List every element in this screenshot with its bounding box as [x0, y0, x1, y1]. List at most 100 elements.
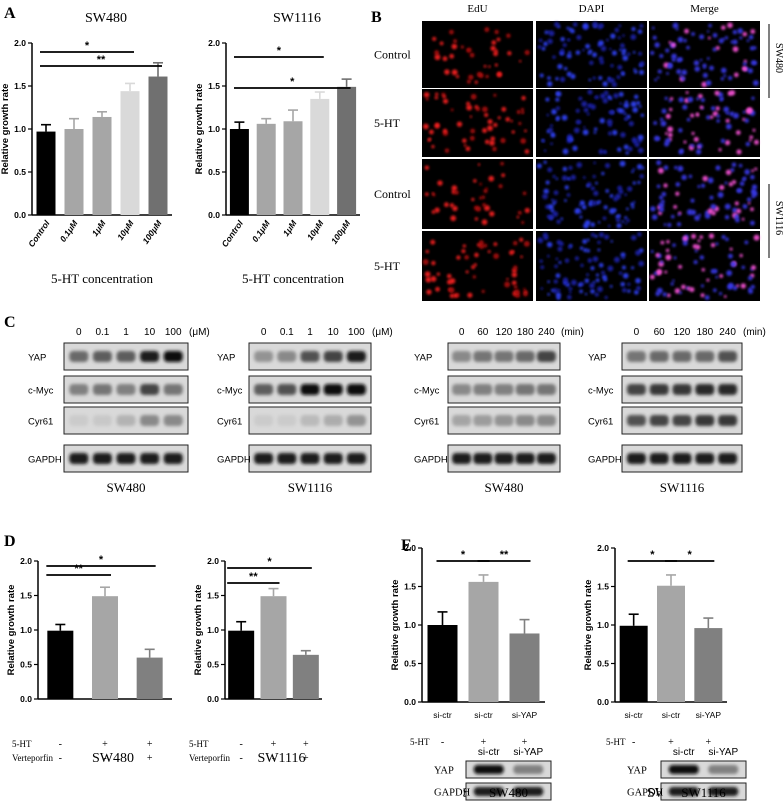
lane-unit: (μM) [189, 327, 210, 338]
cell-spot [473, 179, 477, 183]
band [254, 415, 274, 426]
band [452, 384, 472, 395]
cell-spot [681, 69, 688, 76]
cell-spot [452, 205, 458, 212]
cell-spot [556, 239, 562, 245]
cell-spot [564, 199, 567, 202]
cell-spot [699, 255, 705, 260]
band [473, 453, 493, 464]
cell-spot [586, 273, 590, 277]
microscopy-image [422, 89, 533, 157]
band-label: YAP [627, 766, 647, 777]
cell-spot [547, 167, 553, 173]
band-label: Cyr61 [414, 417, 439, 428]
cell-spot [670, 42, 676, 48]
cell-spot [425, 249, 430, 254]
cell-spot [751, 184, 758, 190]
cell-spot [616, 223, 622, 229]
cell-spot [609, 47, 612, 51]
cell-spot [449, 29, 454, 35]
cell-spot [562, 148, 569, 155]
cell-spot [624, 216, 628, 220]
cell-spot [548, 30, 555, 37]
y-tick-label: 1.0 [14, 124, 26, 134]
cell-spot [673, 256, 677, 260]
cell-spot [727, 22, 733, 29]
cell-spot [602, 97, 609, 104]
cell-spot [609, 97, 613, 101]
cell-spot [546, 113, 550, 117]
cell-spot [490, 45, 496, 51]
cell-spot [520, 107, 525, 112]
cell-spot [514, 289, 520, 296]
x-tick-label: 100μM [329, 218, 353, 246]
panel-letter-a: A [4, 5, 16, 22]
cell-spot [552, 55, 556, 59]
cell-spot [634, 289, 639, 295]
cell-spot [462, 138, 467, 143]
cell-spot [566, 193, 571, 197]
cell-spot [593, 161, 596, 165]
cell-spot [748, 34, 754, 40]
cell-spot [491, 40, 497, 45]
cell-spot [750, 174, 755, 180]
cell-spot [697, 93, 703, 99]
bar [92, 596, 118, 699]
cell-spot [435, 92, 439, 96]
cell-spot [605, 189, 610, 193]
cell-spot [466, 49, 470, 52]
cell-spot [649, 274, 655, 280]
cell-spot [750, 284, 755, 289]
cell-spot [592, 52, 597, 58]
band [69, 415, 89, 426]
treatment-label: 5-HT [606, 737, 626, 747]
cell-spot [474, 80, 478, 84]
cell-spot [579, 246, 584, 250]
cell-spot [733, 72, 739, 78]
cell-spot [590, 186, 595, 191]
microscopy-column-label: EdU [467, 3, 487, 15]
lane-unit: (min) [743, 327, 766, 338]
cell-spot [552, 201, 556, 206]
cell-spot [695, 244, 701, 250]
cell-spot [424, 271, 431, 278]
band [695, 415, 715, 426]
cell-spot [511, 280, 517, 286]
cell-spot [590, 232, 595, 237]
cell-spot [524, 149, 530, 154]
band [140, 384, 160, 395]
lane-label: 0.1 [95, 327, 109, 338]
cell-spot [519, 237, 524, 242]
band [536, 351, 556, 362]
significance-label: * [85, 40, 90, 52]
cell-spot [682, 240, 688, 246]
cell-spot [568, 138, 572, 142]
cell-spot [709, 115, 714, 119]
significance-label: * [290, 76, 295, 88]
chart-a-sw480: 0.0 0.5 1.0 1.5 2.0 Relative growth rate Contr… [0, 11, 172, 286]
cell-spot [728, 75, 733, 81]
band [116, 415, 136, 426]
cell-spot [589, 282, 595, 289]
cell-spot [547, 293, 550, 296]
cell-spot [582, 48, 585, 52]
cell-spot [582, 22, 589, 29]
treatment-mark: + [102, 739, 108, 750]
x-tick-label: si-ctr [624, 710, 643, 720]
band [672, 453, 692, 464]
significance-label: * [99, 554, 104, 566]
cell-spot [521, 111, 525, 114]
bar [694, 628, 723, 702]
cell-spot [592, 280, 596, 284]
cell-spot [701, 268, 705, 272]
cell-spot [707, 177, 714, 184]
microscopy-tile [649, 89, 760, 157]
panel-letter-c: C [4, 314, 16, 331]
cell-spot [574, 256, 580, 261]
y-tick-label: 1.0 [20, 625, 32, 635]
band [494, 415, 514, 426]
cell-spot [609, 78, 615, 84]
cell-spot [678, 264, 683, 269]
cell-spot [562, 277, 568, 283]
